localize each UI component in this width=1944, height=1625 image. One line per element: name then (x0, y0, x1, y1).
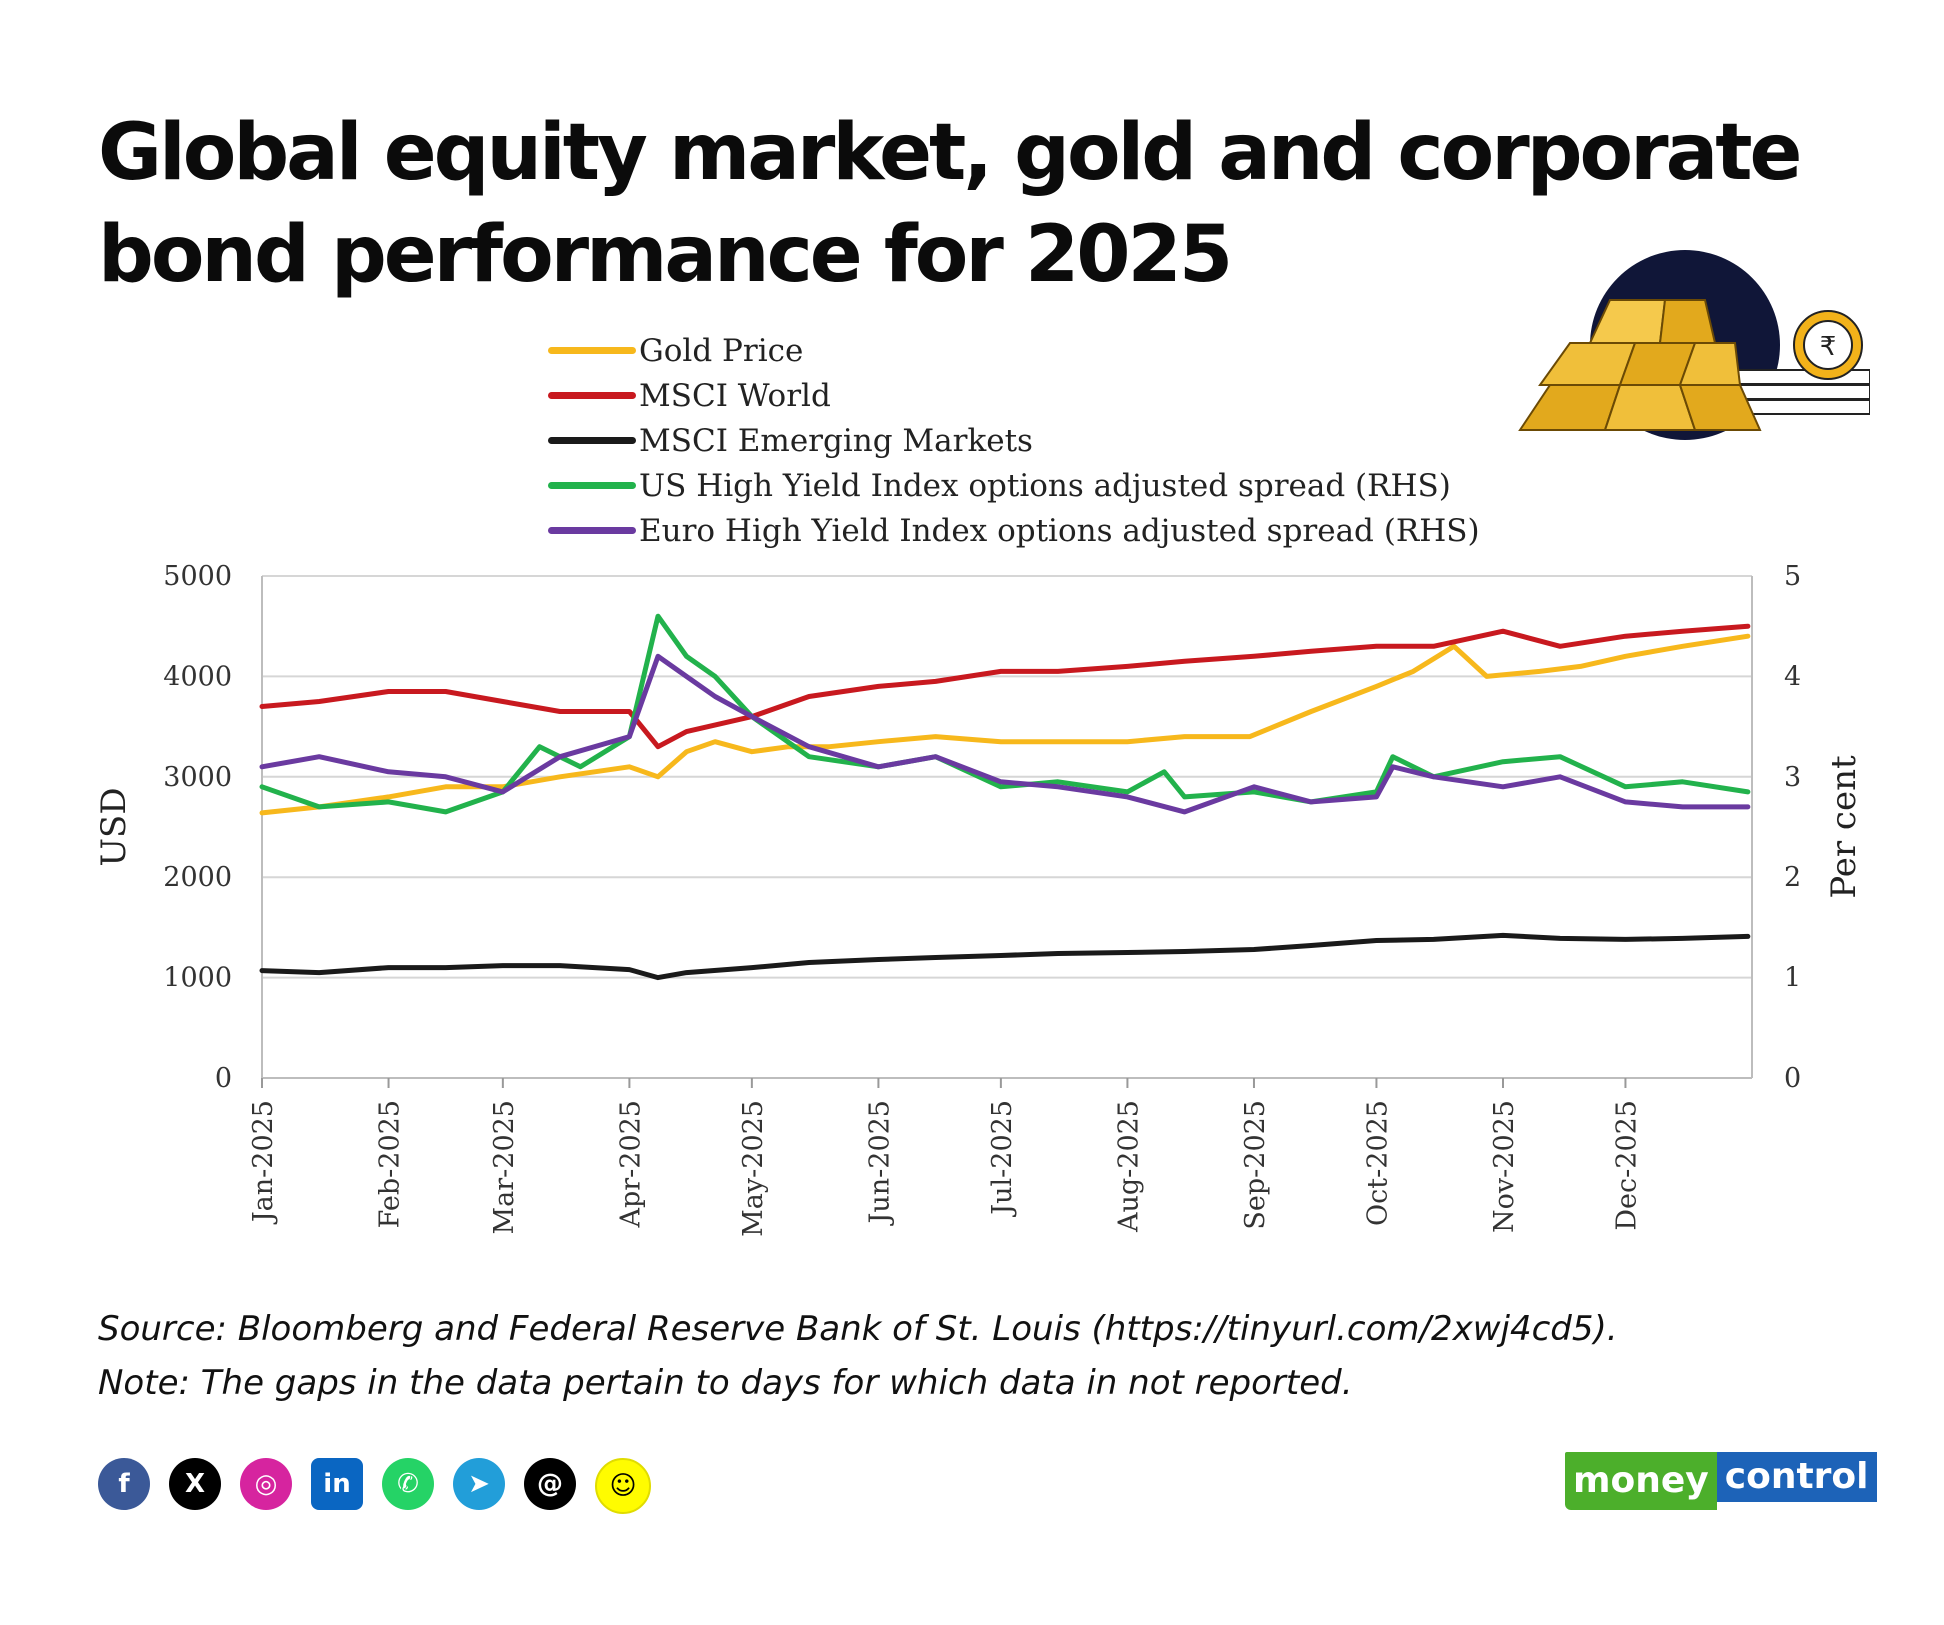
y2-tick-label: 3 (1784, 762, 1801, 793)
y2-tick-label: 1 (1784, 963, 1801, 994)
facebook-icon[interactable]: f (98, 1458, 150, 1510)
x-tick-label: Aug-2025 (1113, 1100, 1144, 1233)
line-chart: 0 1000 2000 3000 4000 5000 0 1 2 3 4 5 Jan-2025 Feb-2… (94, 561, 1864, 1237)
x-tick-label: Feb-2025 (375, 1100, 406, 1228)
y-tick-label: 3000 (163, 762, 232, 793)
rupee-icon: ₹ (1820, 332, 1837, 362)
snapchat-icon[interactable]: ☺ (595, 1458, 651, 1514)
legend-item: US High Yield Index options adjusted spr… (548, 463, 1480, 508)
legend-swatch (548, 482, 636, 489)
series-line-4 (259, 653, 1751, 815)
y2-tick-label: 4 (1784, 661, 1801, 692)
title-line-1: Global equity market, gold and corporate (98, 108, 1802, 198)
y-tick-label: 4000 (163, 661, 232, 692)
x-icon[interactable]: X (169, 1458, 221, 1510)
series-line-1 (259, 623, 1751, 750)
x-tick-label: Jan-2025 (248, 1100, 279, 1225)
legend-swatch (548, 392, 636, 399)
social-icons: f X ◎ in ✆ ➤ @ ☺ (98, 1458, 670, 1514)
x-tick-label: Jun-2025 (864, 1100, 895, 1226)
chart-legend: Gold Price MSCI World MSCI Emerging Market… (548, 328, 1480, 553)
legend-label: Gold Price (639, 332, 804, 369)
y2-axis-title: Per cent (1824, 755, 1864, 899)
y-tick-label: 2000 (163, 862, 232, 893)
legend-item: MSCI Emerging Markets (548, 418, 1480, 463)
gold-bars-illustration: ₹ (1518, 250, 1870, 440)
logo-control: control (1716, 1452, 1877, 1502)
threads-icon[interactable]: @ (524, 1458, 576, 1510)
note-line: Note: The gaps in the data pertain to da… (98, 1363, 1353, 1403)
legend-swatch (548, 527, 636, 534)
legend-label: Euro High Yield Index options adjusted s… (639, 512, 1480, 549)
series-line-2 (259, 932, 1751, 981)
series-line-0 (259, 633, 1751, 816)
instagram-icon[interactable]: ◎ (240, 1458, 292, 1510)
x-tick-label: Oct-2025 (1362, 1100, 1393, 1226)
y-tick-label: 0 (215, 1063, 232, 1094)
legend-swatch (548, 347, 636, 354)
legend-item: Gold Price (548, 328, 1480, 373)
logo-money: money (1565, 1452, 1717, 1510)
legend-swatch (548, 437, 636, 444)
x-tick-label: Nov-2025 (1489, 1100, 1520, 1233)
legend-label: MSCI Emerging Markets (639, 422, 1033, 459)
y2-tick-label: 0 (1784, 1063, 1801, 1094)
legend-label: US High Yield Index options adjusted spr… (639, 467, 1451, 504)
y2-tick-label: 5 (1784, 561, 1801, 592)
y-tick-label: 5000 (163, 561, 232, 592)
y-tick-label: 1000 (163, 963, 232, 994)
legend-item: Euro High Yield Index options adjusted s… (548, 508, 1480, 553)
x-tick-label: May-2025 (738, 1100, 769, 1237)
y-axis-title: USD (94, 787, 134, 866)
x-tick-label: Sep-2025 (1240, 1100, 1271, 1230)
title-line-2: bond performance for 2025 (98, 210, 1233, 300)
x-tick-label: Jul-2025 (987, 1100, 1018, 1218)
source-line: Source: Bloomberg and Federal Reserve Ba… (98, 1309, 1618, 1349)
telegram-icon[interactable]: ➤ (453, 1458, 505, 1510)
y2-tick-label: 2 (1784, 862, 1801, 893)
linkedin-icon[interactable]: in (311, 1458, 363, 1510)
chart-title: Global equity market, gold and corporate… (98, 102, 1878, 306)
x-tick-label: Dec-2025 (1611, 1100, 1642, 1231)
x-tick-label: Apr-2025 (615, 1100, 646, 1229)
legend-item: MSCI World (548, 373, 1480, 418)
source-note: Source: Bloomberg and Federal Reserve Ba… (98, 1302, 1888, 1410)
x-tick-label: Mar-2025 (489, 1100, 520, 1235)
whatsapp-icon[interactable]: ✆ (382, 1458, 434, 1510)
legend-label: MSCI World (639, 377, 831, 414)
moneycontrol-logo[interactable]: money control (1565, 1452, 1877, 1510)
